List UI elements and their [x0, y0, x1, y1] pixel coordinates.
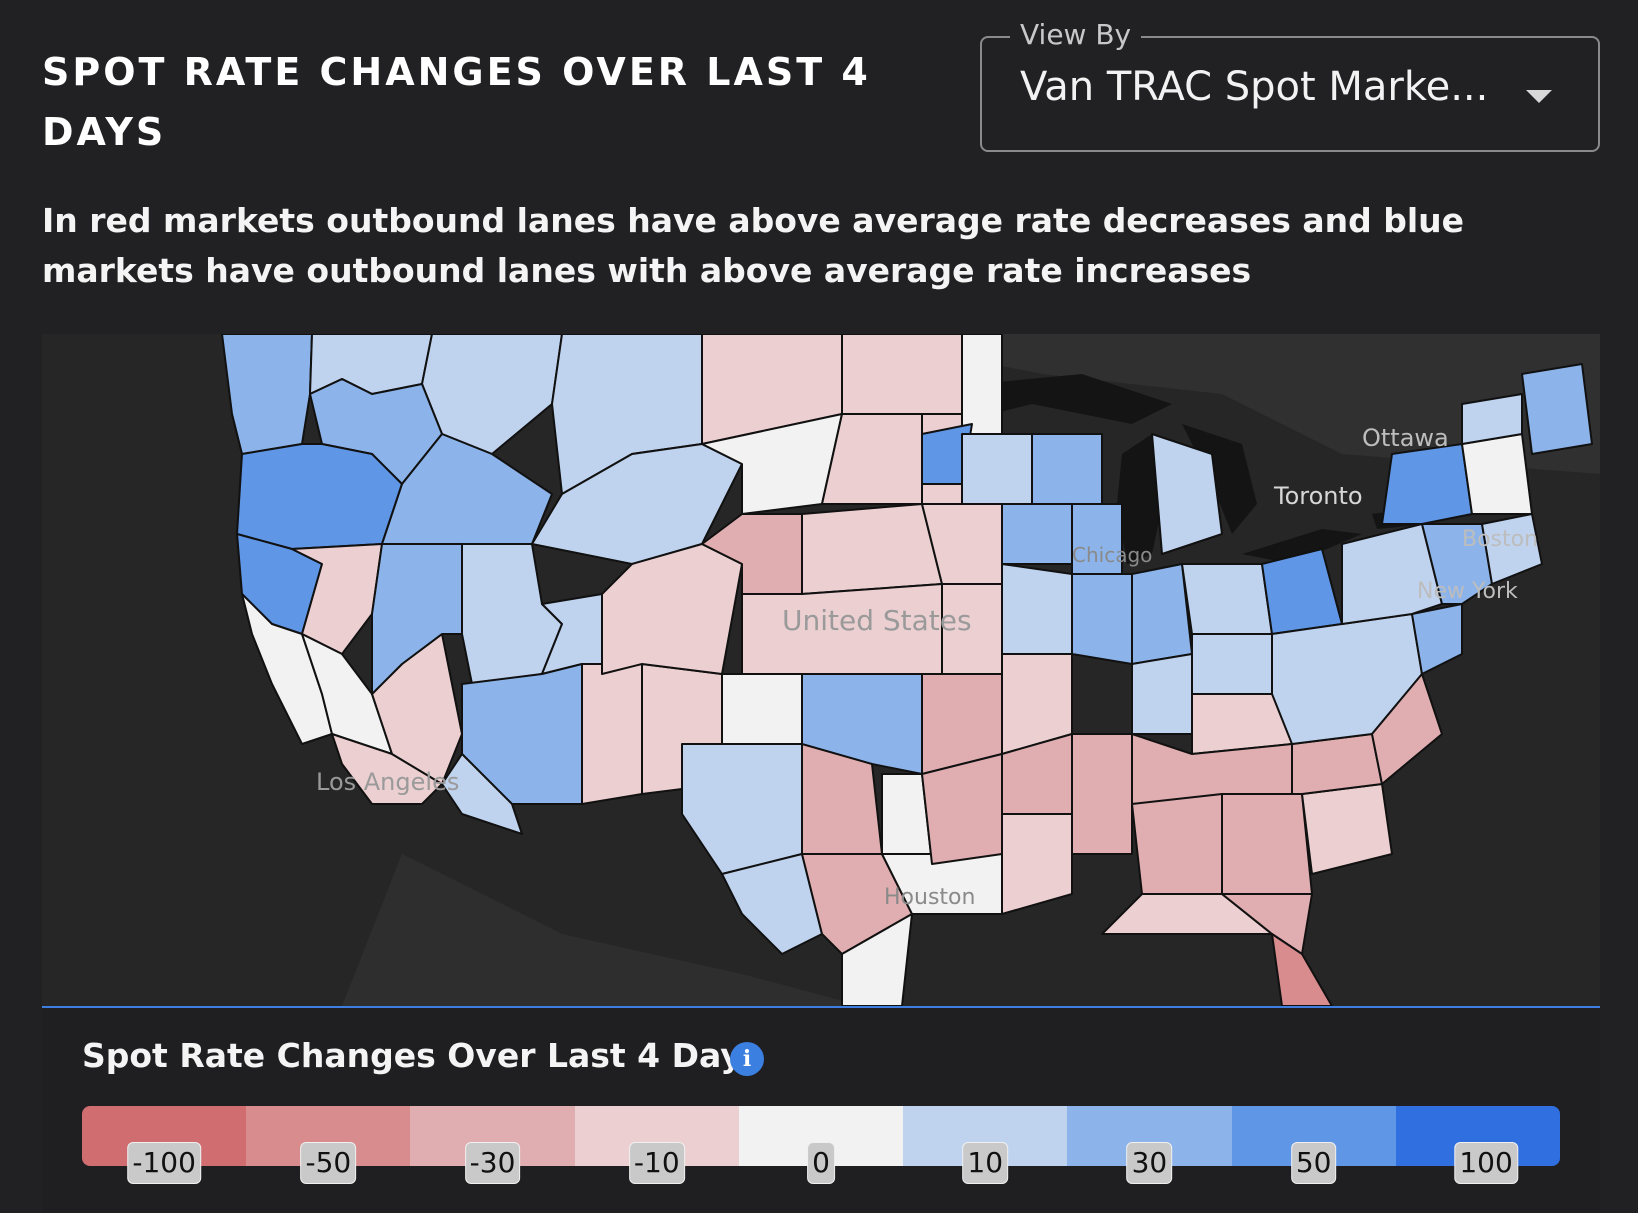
legend-tick-label: 50 [1290, 1142, 1337, 1184]
legend-tick-label: -100 [127, 1142, 201, 1184]
legend-tick-label: -50 [300, 1142, 357, 1184]
lake-superior [977, 374, 1172, 424]
market-map[interactable]: Ottawa Toronto Boston New York United St… [42, 334, 1600, 1006]
mexico-land [342, 854, 862, 1006]
market-region[interactable] [1151, 433, 1223, 555]
view-by-dropdown[interactable]: View By Van TRAC Spot Marke... [980, 18, 1600, 152]
market-region[interactable] [441, 753, 523, 835]
market-region[interactable] [1191, 633, 1273, 695]
label-ottawa: Ottawa [1362, 424, 1449, 452]
view-by-selected-value: Van TRAC Spot Marke... [1020, 64, 1489, 110]
market-region[interactable] [721, 853, 823, 955]
legend-tick-labels: -100 -50 -30 -10 0 10 30 50 100 [82, 1142, 1560, 1186]
market-region[interactable] [1371, 673, 1443, 785]
label-new-york: New York [1417, 579, 1518, 604]
page-title: SPOT RATE CHANGES OVER LAST 4 DAYS [42, 50, 871, 154]
market-region[interactable] [1521, 363, 1593, 455]
market-region[interactable] [1031, 433, 1103, 505]
map-description: In red markets outbound lanes have above… [42, 201, 1465, 290]
market-region[interactable] [841, 913, 913, 1006]
market-region[interactable] [1481, 513, 1543, 585]
label-chicago: Chicago [1072, 543, 1152, 567]
market-region[interactable] [1131, 563, 1193, 665]
map-place-labels: Ottawa Toronto Boston New York United St… [316, 424, 1538, 910]
info-icon[interactable]: i [730, 1042, 764, 1076]
market-region[interactable] [801, 503, 943, 595]
market-region[interactable] [1221, 793, 1313, 895]
label-houston: Houston [884, 885, 975, 910]
canada-land [42, 334, 1600, 474]
market-region[interactable] [1001, 503, 1073, 565]
us-market-map-svg[interactable]: Ottawa Toronto Boston New York United St… [42, 334, 1600, 1006]
market-region[interactable] [841, 334, 963, 415]
legend-tick-label: -30 [464, 1142, 521, 1184]
market-region[interactable] [236, 443, 403, 550]
market-region[interactable] [1411, 603, 1463, 675]
market-region[interactable] [1131, 793, 1223, 895]
market-region[interactable] [1341, 523, 1443, 625]
label-boston: Boston [1462, 527, 1538, 552]
market-region[interactable] [961, 433, 1033, 505]
legend-tick-label: 30 [1126, 1142, 1173, 1184]
market-region[interactable] [1381, 443, 1473, 525]
market-region[interactable] [701, 413, 843, 515]
market-region[interactable] [1071, 733, 1133, 855]
market-region[interactable] [1461, 433, 1533, 515]
market-region[interactable] [1421, 523, 1493, 605]
label-toronto: Toronto [1273, 482, 1363, 510]
market-region[interactable] [1001, 563, 1073, 655]
view-by-label: View By [1010, 18, 1142, 51]
market-region[interactable] [1131, 653, 1193, 735]
lake-erie [1242, 529, 1362, 564]
legend-tick-label: -10 [628, 1142, 685, 1184]
market-region[interactable] [1461, 393, 1523, 445]
market-region[interactable] [1271, 933, 1333, 1006]
legend-tick-label: 100 [1454, 1142, 1518, 1184]
market-region[interactable] [921, 753, 1003, 865]
market-region[interactable] [1071, 573, 1133, 665]
market-region[interactable] [721, 673, 803, 745]
legend-section: Spot Rate Changes Over Last 4 Days i -10… [42, 1006, 1600, 1213]
market-region[interactable] [601, 543, 743, 675]
chevron-down-icon[interactable] [1526, 90, 1552, 103]
market-region[interactable] [1001, 813, 1073, 915]
label-los-angeles: Los Angeles [316, 768, 459, 796]
market-region[interactable] [581, 663, 643, 805]
market-region[interactable] [1181, 563, 1273, 635]
legend-tick-label: 10 [962, 1142, 1009, 1184]
legend-title: Spot Rate Changes Over Last 4 Days [82, 1036, 762, 1075]
label-united-states: United States [782, 604, 972, 637]
market-region[interactable] [961, 334, 1003, 435]
market-regions[interactable] [221, 334, 1593, 1006]
legend-tick-label: 0 [807, 1142, 835, 1184]
